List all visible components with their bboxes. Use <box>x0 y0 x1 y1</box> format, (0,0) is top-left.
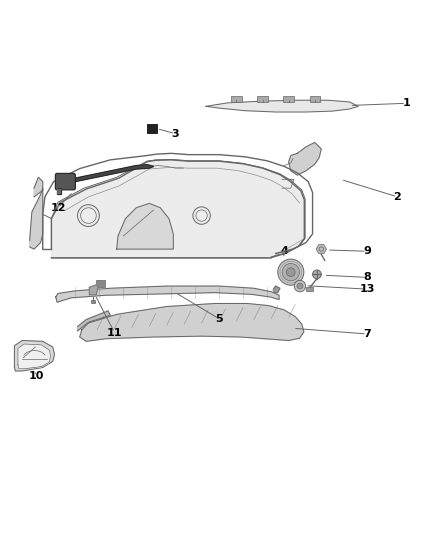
Bar <box>257 96 268 102</box>
Polygon shape <box>80 303 304 341</box>
Text: 2: 2 <box>394 192 401 202</box>
Polygon shape <box>56 286 279 302</box>
Text: 8: 8 <box>363 272 371 282</box>
Circle shape <box>286 268 295 277</box>
Polygon shape <box>316 245 326 254</box>
FancyBboxPatch shape <box>147 124 157 133</box>
Polygon shape <box>57 188 61 194</box>
Polygon shape <box>89 285 98 295</box>
FancyBboxPatch shape <box>55 173 75 190</box>
Polygon shape <box>51 160 304 258</box>
Circle shape <box>278 259 304 285</box>
Polygon shape <box>30 188 43 249</box>
Polygon shape <box>78 311 110 331</box>
Text: 4: 4 <box>280 246 288 256</box>
Bar <box>310 96 320 102</box>
Text: 9: 9 <box>363 246 371 256</box>
Text: 13: 13 <box>359 284 374 294</box>
Polygon shape <box>59 165 154 184</box>
Text: 3: 3 <box>172 129 179 139</box>
Text: 1: 1 <box>402 98 410 108</box>
Text: 12: 12 <box>50 203 66 213</box>
Polygon shape <box>206 100 358 112</box>
Polygon shape <box>18 344 50 369</box>
Circle shape <box>313 270 321 279</box>
Polygon shape <box>273 286 280 293</box>
Text: 10: 10 <box>28 371 44 381</box>
Bar <box>283 96 294 102</box>
Bar <box>91 300 95 303</box>
Text: 5: 5 <box>215 314 223 324</box>
Polygon shape <box>117 204 173 249</box>
Circle shape <box>294 280 306 292</box>
Polygon shape <box>34 177 43 197</box>
Bar <box>231 96 242 102</box>
Circle shape <box>282 263 300 281</box>
Bar <box>307 287 314 291</box>
Polygon shape <box>282 180 294 188</box>
Circle shape <box>297 283 303 289</box>
Text: 7: 7 <box>363 329 371 339</box>
Polygon shape <box>289 142 321 175</box>
Polygon shape <box>14 341 54 371</box>
Text: 11: 11 <box>107 328 122 337</box>
FancyBboxPatch shape <box>96 280 106 287</box>
